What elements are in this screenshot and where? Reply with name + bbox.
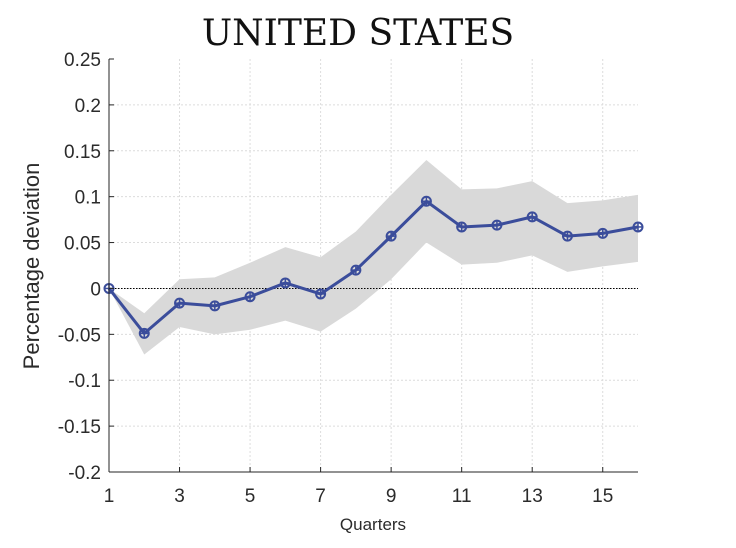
confidence-band-area: [109, 159, 638, 355]
x-tick-label: 5: [245, 486, 256, 507]
y-tick-label: -0.15: [58, 417, 101, 438]
y-tick-label: -0.1: [68, 371, 101, 392]
y-tick-label: 0.1: [75, 188, 101, 209]
series-layer: [103, 195, 644, 339]
x-tick-label: 1: [104, 486, 115, 507]
y-tick-label: 0.2: [75, 96, 101, 117]
y-axis-label: Percentage deviation: [19, 163, 44, 370]
y-tick-label: 0.15: [64, 142, 101, 163]
x-ticks: 1 3 5 7 9 11 13 15: [104, 467, 613, 507]
x-axis-label: Quarters: [340, 515, 406, 534]
grid: [109, 59, 638, 472]
x-tick-label: 9: [386, 486, 397, 507]
axes: [108, 59, 638, 473]
series-line: [107, 199, 639, 335]
confidence-band: [109, 159, 638, 355]
y-tick-label: 0: [90, 279, 101, 300]
x-tick-label: 15: [592, 486, 613, 507]
y-tick-label: -0.2: [68, 463, 101, 484]
y-tick-label: -0.05: [58, 325, 101, 346]
x-tick-label: 3: [174, 486, 185, 507]
x-tick-label: 7: [315, 486, 326, 507]
chart-title: UNITED STATES: [202, 13, 514, 54]
y-ticks: -0.2 -0.15 -0.1 -0.05 0 0.05 0.1 0.15 0.2 0.25: [58, 50, 114, 484]
y-tick-label: 0.25: [64, 50, 101, 71]
x-tick-label: 11: [452, 486, 472, 507]
y-tick-label: 0.05: [64, 234, 101, 255]
x-tick-label: 13: [522, 486, 543, 507]
